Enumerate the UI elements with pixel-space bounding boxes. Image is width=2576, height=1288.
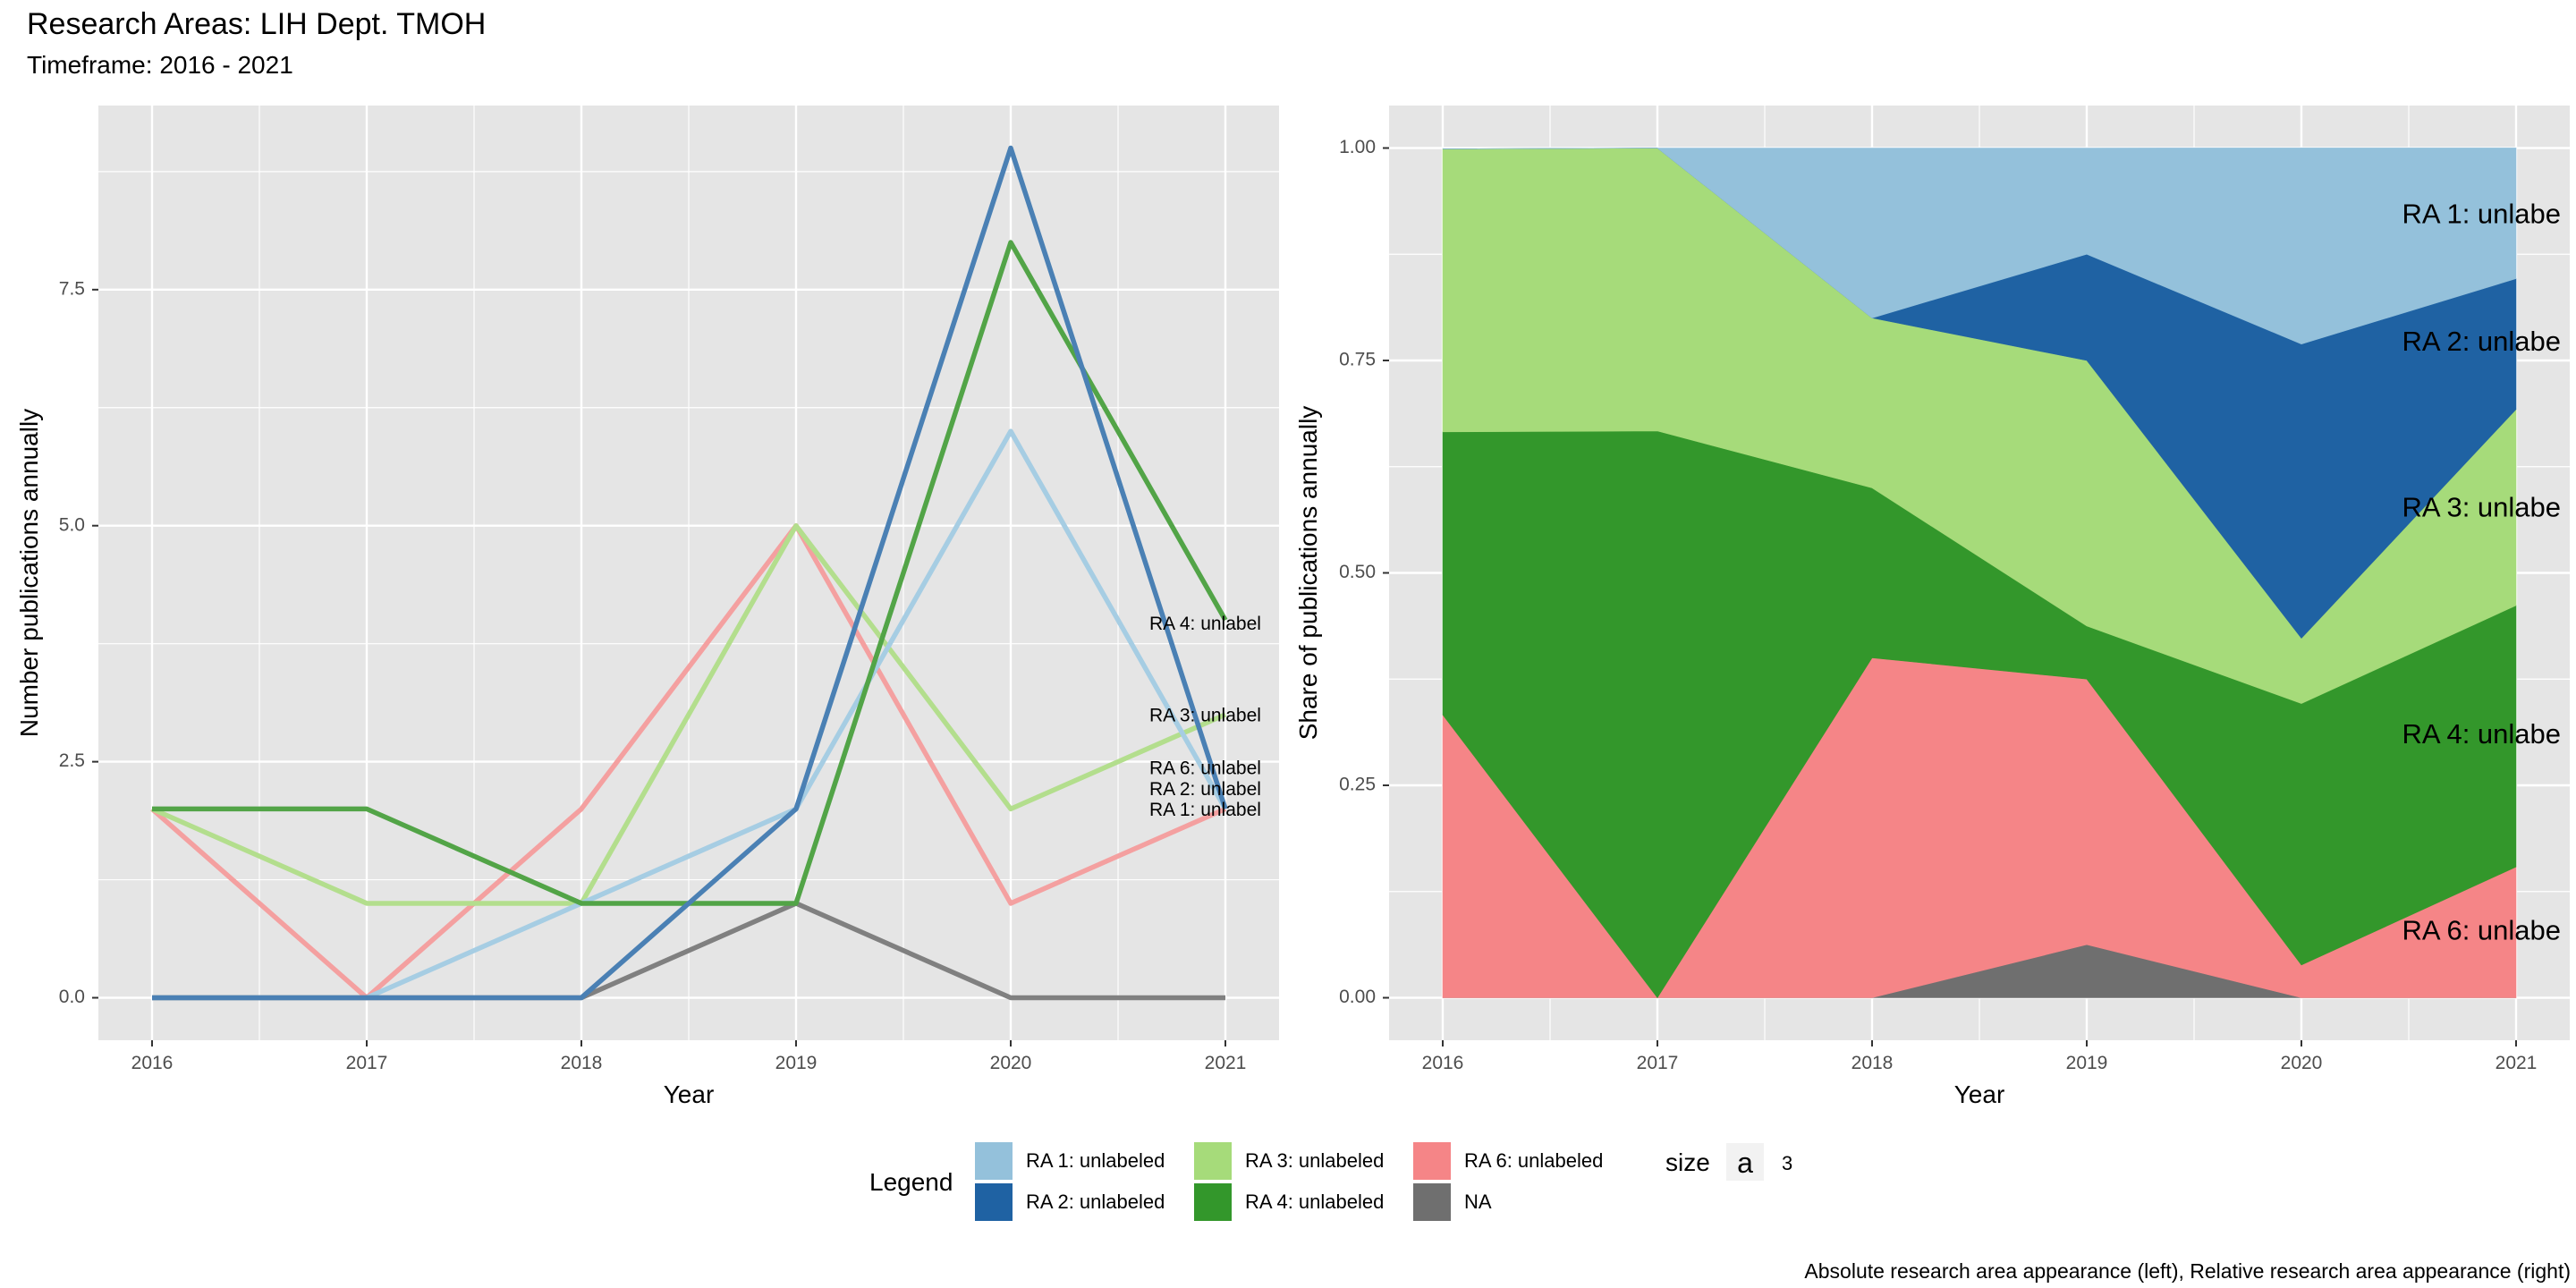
size-legend-glyph: a (1737, 1147, 1753, 1179)
y-tick-label: 0.0 (59, 987, 85, 1007)
series-end-label: RA 1: unlabe (2402, 199, 2562, 230)
y-tick-label: 7.5 (59, 278, 85, 299)
legend-key-ra-4-unlabeled (1194, 1183, 1232, 1221)
series-end-label: RA 3: unlabel (1149, 705, 1261, 725)
series-end-label: RA 6: unlabe (2402, 915, 2562, 946)
right-chart-panel: RA 1: unlabe RA 2: unlabe RA 3: unlabe RA 4… (1294, 106, 2570, 1108)
legend-key-ra-2-unlabeled (975, 1183, 1013, 1221)
chart-title: Research Areas: LIH Dept. TMOH (27, 7, 487, 41)
x-tick-label: 2021 (2496, 1053, 2538, 1073)
figure-caption: Absolute research area appearance (left)… (1804, 1259, 2571, 1283)
y-axis-title: Share of publications annually (1294, 406, 1322, 741)
legend-title: Legend (869, 1168, 953, 1196)
x-tick-label: 2020 (990, 1053, 1032, 1073)
line-series-ra-3-unlabeled (150, 522, 1227, 906)
legend-label: RA 6: unlabeled (1464, 1149, 1604, 1172)
y-tick-label: 0.00 (1339, 987, 1376, 1007)
size-legend-key (1726, 1143, 1764, 1181)
x-tick-label: 2020 (2281, 1053, 2323, 1073)
legend-key-ra-1-unlabeled (975, 1142, 1013, 1180)
legend-key-na (1413, 1183, 1451, 1221)
y-tick-label: 5.0 (59, 514, 85, 535)
legend-key-ra-6-unlabeled (1413, 1142, 1451, 1180)
y-tick-label: 2.5 (59, 750, 85, 771)
series-end-label: RA 1: unlabel (1149, 800, 1261, 820)
x-tick-label: 2018 (1852, 1053, 1894, 1073)
series-end-label: RA 4: unlabe (2402, 718, 2562, 750)
x-axis-title: Year (664, 1080, 715, 1108)
legend-key-ra-3-unlabeled (1194, 1142, 1232, 1180)
series-end-label: RA 2: unlabel (1149, 779, 1261, 800)
x-tick-label: 2019 (2066, 1053, 2108, 1073)
line-series-ra-2-unlabeled (152, 145, 1228, 1001)
y-axis-title: Number publications annually (15, 409, 43, 737)
series-end-label: RA 2: unlabe (2402, 326, 2562, 357)
legend-label: RA 2: unlabeled (1026, 1191, 1165, 1213)
x-tick-label: 2019 (775, 1053, 818, 1073)
legend-label: RA 3: unlabeled (1245, 1149, 1385, 1172)
legend-label: RA 1: unlabeled (1026, 1149, 1165, 1172)
series-end-label: RA 3: unlabe (2402, 491, 2562, 522)
plot-data: RA 1: unlabe RA 2: unlabe RA 3: unlabe RA 4… (1442, 148, 2562, 999)
y-tick-label: 0.25 (1339, 775, 1376, 795)
y-tick-label: 1.00 (1339, 137, 1376, 157)
legend-label: NA (1464, 1191, 1492, 1213)
x-tick-label: 2018 (561, 1053, 603, 1073)
x-tick-label: 2017 (1637, 1053, 1679, 1073)
y-tick-label: 0.50 (1339, 562, 1376, 582)
x-tick-label: 2016 (131, 1053, 174, 1073)
size-legend-value: 3 (1782, 1152, 1793, 1174)
series-end-label: RA 6: unlabel (1149, 758, 1261, 779)
y-tick-label: 0.75 (1339, 350, 1376, 370)
area-series-ra-1-unlabeled (1442, 148, 2517, 344)
x-tick-label: 2016 (1422, 1053, 1464, 1073)
x-axis-title: Year (1954, 1080, 2005, 1108)
chart-subtitle: Timeframe: 2016 - 2021 (27, 51, 293, 79)
series-end-label: RA 4: unlabel (1149, 614, 1261, 634)
line-series-ra-6-unlabeled (150, 522, 1227, 1001)
x-tick-label: 2021 (1205, 1053, 1247, 1073)
size-legend-title: size (1665, 1148, 1710, 1176)
x-tick-label: 2017 (346, 1053, 388, 1073)
legend-label: RA 4: unlabeled (1245, 1191, 1385, 1213)
